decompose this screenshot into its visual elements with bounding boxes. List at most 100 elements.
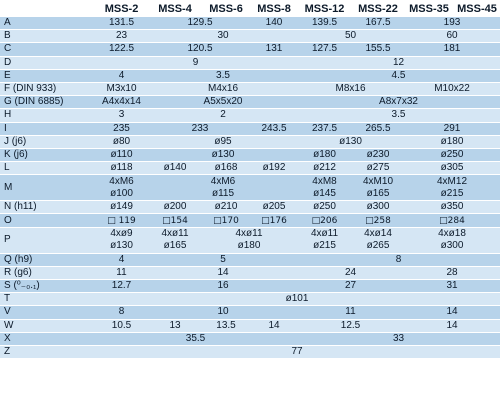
table-cell: ø130	[149, 148, 297, 163]
table-cell: ø168	[201, 162, 251, 176]
row-label: J (j6)	[0, 135, 94, 149]
table-cell: 28	[404, 266, 500, 280]
table-cell: 4xø11 ø165	[149, 227, 201, 254]
table-row: G (DIN 6885) A4x4x14 A5x5x20 A8x7x32	[0, 96, 500, 110]
cell-line-top: 4xø9	[110, 228, 133, 240]
table-cell: ø101	[94, 293, 500, 307]
cell-line-bottom: ø165	[163, 240, 187, 252]
table-row: D 9 12	[0, 56, 500, 70]
table-cell: 5	[149, 253, 297, 267]
table-cell: □258	[352, 214, 404, 228]
row-label: G (DIN 6885)	[0, 96, 94, 110]
table-cell: 33	[297, 332, 500, 346]
table-row: C 122.5 120.5 131 127.5 155.5 181	[0, 43, 500, 57]
cell-line-bottom: ø180	[237, 240, 261, 252]
row-label: V	[0, 306, 94, 320]
table-cell: ø212	[297, 162, 352, 176]
table-cell: A5x5x20	[149, 96, 297, 110]
table-row: Z 77	[0, 345, 500, 360]
table-row: J (j6) ø80 ø95 ø130 ø180	[0, 135, 500, 149]
table-cell: □206	[297, 214, 352, 228]
cell-line-top: 4xø11	[161, 228, 189, 240]
cell-line-bottom: ø145	[313, 187, 336, 199]
table-cell: □154	[149, 214, 201, 228]
header-mss-4: MSS-4	[149, 0, 201, 17]
cell-line-bottom: ø300	[440, 240, 464, 252]
table-cell: 11	[94, 266, 149, 280]
table-cell: 155.5	[352, 43, 404, 57]
table-cell: 4xM12 ø215	[404, 175, 500, 202]
header-mss-45: MSS-45	[454, 0, 500, 17]
table-row: T ø101	[0, 293, 500, 307]
table-row: K (j6) ø110 ø130 ø180 ø230 ø250	[0, 148, 500, 163]
cell-line-bottom: ø100	[110, 187, 133, 199]
table-cell: 12	[297, 56, 500, 70]
table-cell: 14	[404, 306, 500, 320]
table-cell: ø110	[94, 148, 149, 163]
table-cell: 127.5	[297, 43, 352, 57]
dimension-table: MSS-2 MSS-4 MSS-6 MSS-8 MSS-12 MSS-22 MS…	[0, 0, 500, 360]
cell-line-bottom: ø115	[211, 187, 235, 199]
table-cell: 35.5	[94, 332, 297, 346]
table-cell: 12.5	[297, 319, 404, 333]
table-row: Q (h9) 4 5 8	[0, 253, 500, 267]
row-label: K (j6)	[0, 148, 94, 163]
table-cell: 131.5	[94, 17, 149, 31]
row-label: N (h11)	[0, 201, 94, 215]
row-label: E	[0, 69, 94, 83]
table-cell: 8	[297, 253, 500, 267]
table-cell: M10x22	[404, 82, 500, 97]
table-cell: 265.5	[352, 122, 404, 136]
table-cell: 4xM6 ø100	[94, 175, 149, 202]
table-cell: 140	[251, 17, 297, 31]
table-cell: ø230	[352, 148, 404, 163]
table-cell: 4xø9 ø130	[94, 227, 149, 254]
cell-line-bottom: ø265	[366, 240, 390, 252]
table-cell: 30	[149, 30, 297, 44]
table-row: F (DIN 933) M3x10 M4x16 M8x16 M10x22	[0, 82, 500, 97]
table-cell: 131	[251, 43, 297, 57]
table-cell: 4xø18 ø300	[404, 227, 500, 254]
table-cell: 233	[149, 122, 251, 136]
row-label: F (DIN 933)	[0, 82, 94, 97]
header-mss-6: MSS-6	[201, 0, 251, 17]
table-cell: 13.5	[201, 319, 251, 333]
table-cell: ø250	[297, 201, 352, 215]
table-cell: 237.5	[297, 122, 352, 136]
cell-line-top: 4xø11	[235, 228, 263, 240]
table-cell: 77	[94, 345, 500, 360]
table-cell: 9	[94, 56, 297, 70]
table-row: N (h11) ø149 ø200 ø210 ø205 ø250 ø300 ø3…	[0, 201, 500, 215]
table-cell: □ 119	[94, 214, 149, 228]
table-cell: ø95	[149, 135, 297, 149]
table-cell: ø118	[94, 162, 149, 176]
row-label: W	[0, 319, 94, 333]
table-cell: 193	[404, 17, 500, 31]
table-cell: ø130	[297, 135, 404, 149]
table-cell: 3.5	[297, 109, 500, 123]
table-cell: 291	[404, 122, 500, 136]
table-cell: 12.7	[94, 280, 149, 294]
row-label: S (⁰₋₀.₁)	[0, 280, 94, 294]
row-label: H	[0, 109, 94, 123]
row-label: B	[0, 30, 94, 44]
table-cell: 2	[149, 109, 297, 123]
table-cell: 4	[94, 253, 149, 267]
table-cell: A4x4x14	[94, 96, 149, 110]
table-cell: M4x16	[149, 82, 297, 97]
table-cell: ø180	[297, 148, 352, 163]
table-row: B 23 30 50 60	[0, 30, 500, 44]
header-mss-22: MSS-22	[352, 0, 404, 17]
table-cell: ø192	[251, 162, 297, 176]
table-cell: ø250	[404, 148, 500, 163]
table-cell: M8x16	[297, 82, 404, 97]
header-mss-35: MSS-35	[404, 0, 454, 17]
table-cell: 8	[94, 306, 149, 320]
table-cell: □176	[251, 214, 297, 228]
row-label: T	[0, 293, 94, 307]
cell-line-bottom: ø130	[110, 240, 133, 252]
row-label: L	[0, 162, 94, 176]
table-cell: ø300	[352, 201, 404, 215]
cell-line-top: 4xM6	[109, 175, 134, 187]
